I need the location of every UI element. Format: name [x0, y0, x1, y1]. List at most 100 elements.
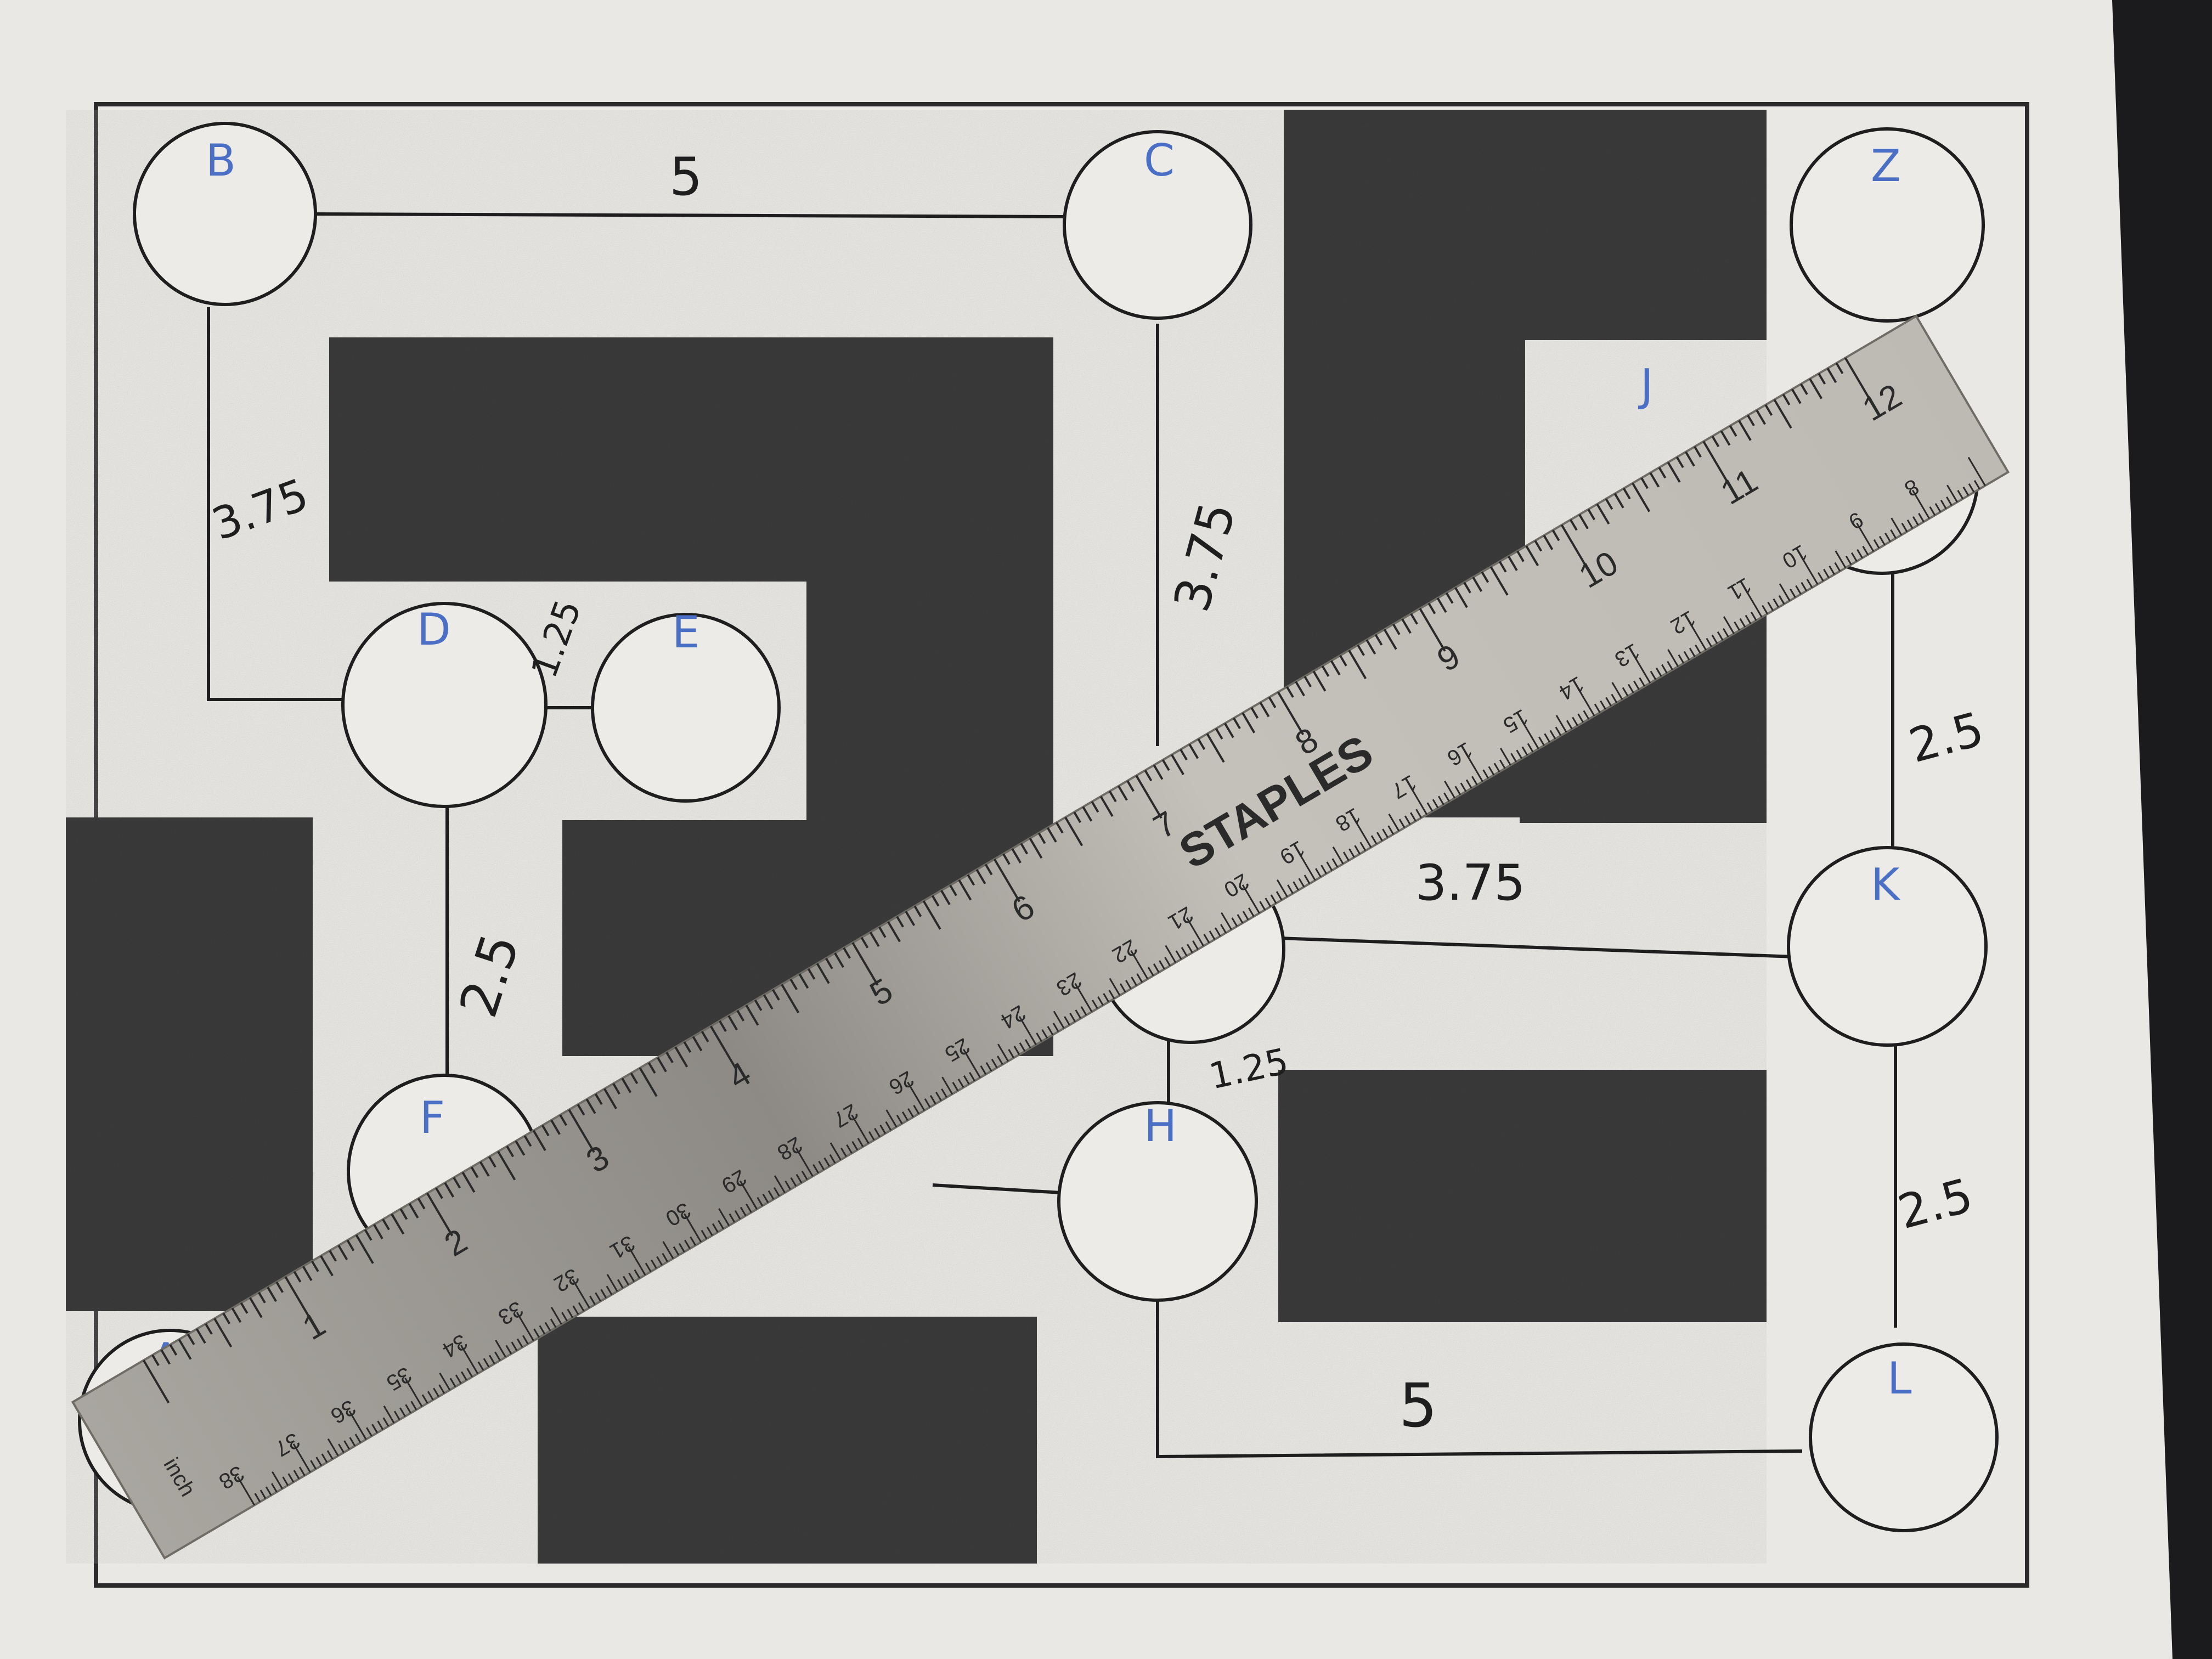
- ruler-inch-tick: [1507, 555, 1518, 571]
- ruler-inch-tick: [878, 926, 887, 938]
- ruler-cm-tick: [1683, 651, 1690, 661]
- ruler-cm-tick: [1259, 901, 1266, 911]
- ruler-inch-tick: [382, 1218, 390, 1231]
- ruler-cm-tick: [1493, 763, 1500, 772]
- node-D: [341, 602, 548, 808]
- ruler-cm-tick: [488, 1355, 495, 1364]
- weight-H-L: 5: [1399, 1370, 1437, 1441]
- ruler-inch-tick: [1596, 503, 1610, 525]
- ruler-cm-tick: [292, 1443, 311, 1473]
- ruler-cm-tick: [957, 1078, 964, 1088]
- ruler-inch-tick: [913, 905, 922, 917]
- ruler-cm-tick: [572, 1279, 590, 1308]
- ruler-inch-tick: [1551, 529, 1560, 541]
- ruler-cm-tick: [1912, 516, 1919, 526]
- node-Z: [1790, 127, 1985, 323]
- ruler-inch-tick: [745, 1005, 759, 1026]
- ruler-cm-tick: [1426, 802, 1434, 812]
- ruler-cm-tick: [1650, 670, 1657, 680]
- ruler-cm-tick: [879, 1124, 886, 1134]
- weight-G-K: 3.75: [1415, 854, 1525, 912]
- ruler-cm-tick: [1655, 667, 1662, 677]
- ruler-inch-tick: [993, 858, 1021, 902]
- node-label-E: E: [672, 607, 700, 658]
- node-label-B: B: [206, 135, 236, 186]
- ruler-inch-tick: [1711, 436, 1720, 448]
- ruler-cm-tick: [516, 1312, 534, 1341]
- ruler-cm-tick: [1248, 907, 1255, 917]
- ruler-inch-tick: [275, 1281, 284, 1293]
- ruler-cm-tick: [1901, 522, 1908, 532]
- ruler-inch-tick: [727, 1015, 738, 1031]
- ruler-inch-tick: [1667, 461, 1681, 483]
- ruler-cm-tick: [1186, 917, 1205, 947]
- ruler-cm-tick: [1353, 819, 1372, 848]
- ruler-cm-tick: [1097, 996, 1104, 1006]
- ruler-cm-tick: [1627, 684, 1634, 693]
- ruler-cm-tick: [550, 1307, 562, 1325]
- ruler-cm-tick: [1326, 861, 1333, 871]
- ruler-cm-tick: [684, 1239, 691, 1249]
- node-label-J: J: [1638, 360, 1654, 411]
- ruler-inch-tick: [1560, 524, 1588, 568]
- ruler-cm-tick: [1667, 649, 1679, 667]
- ruler-cm-tick: [790, 1177, 797, 1187]
- ruler-inch-tick: [1321, 665, 1330, 677]
- ruler-body: [71, 314, 2010, 1560]
- node-C: [1063, 130, 1252, 320]
- ruler-cm-tick: [1806, 578, 1813, 588]
- ruler-cm-tick: [1053, 1011, 1065, 1029]
- ruler-cm-tick: [1108, 990, 1115, 1000]
- ruler-cm-tick: [885, 1121, 892, 1131]
- ruler-inch-tick: [479, 1161, 490, 1177]
- ruler-inch-tick: [1720, 430, 1731, 446]
- ruler-cm-tick: [962, 1048, 981, 1079]
- ruler-cm-tick: [433, 1387, 439, 1397]
- ruler-cm-tick: [377, 1420, 384, 1430]
- ruler-cm-tick: [270, 1483, 278, 1493]
- ruler-cm-tick: [1527, 743, 1534, 753]
- ruler-inch-tick: [1312, 670, 1327, 692]
- ruler-cm-tick: [1287, 884, 1294, 894]
- ruler-cm-tick: [1125, 980, 1132, 990]
- ruler-inch-tick: [922, 900, 941, 930]
- ruler-cm-tick: [1829, 565, 1836, 575]
- ruler-inch-tick: [231, 1307, 242, 1323]
- ruler-cm-tick: [885, 1109, 898, 1127]
- ruler-cm-tick: [393, 1410, 400, 1420]
- ruler-cm-tick: [483, 1358, 490, 1368]
- ruler-inch-tick: [1091, 801, 1099, 813]
- ruler-inch-tick: [843, 947, 851, 959]
- ruler-inch-tick: [594, 1093, 603, 1105]
- node-B: [133, 122, 317, 306]
- ruler-cm-tick: [589, 1295, 596, 1305]
- ruler-cm-tick: [701, 1229, 708, 1239]
- ruler-inch-tick: [1064, 816, 1084, 847]
- ruler-cm-tick: [1131, 977, 1137, 986]
- ruler-inch-tick: [453, 1177, 461, 1189]
- ruler-cm-tick: [1572, 716, 1578, 726]
- ruler-cm-tick: [1911, 489, 1931, 519]
- ruler-inch-tick: [506, 1146, 515, 1158]
- ruler-cm-tick: [606, 1274, 618, 1292]
- ruler-inch-tick: [169, 1344, 178, 1356]
- ruler-inch-tick: [657, 1057, 667, 1073]
- ruler-cm-tick: [1471, 776, 1478, 786]
- ruler-inch-tick: [630, 1073, 639, 1085]
- ruler-inch-tick: [1392, 623, 1401, 635]
- ruler-inch-tick: [1756, 409, 1767, 425]
- ruler-inch-tick: [364, 1229, 373, 1241]
- ruler-cm-tick: [1862, 545, 1869, 555]
- ruler-cm-tick: [1577, 687, 1595, 716]
- ruler-inch-tick: [293, 1271, 302, 1283]
- ruler-cm-tick: [259, 1489, 267, 1499]
- ruler-cm-tick: [1549, 730, 1556, 740]
- ruler-cm-tick: [1203, 934, 1210, 944]
- ruler-inch-tick: [1481, 571, 1489, 583]
- ruler-inch-tick: [1640, 477, 1649, 489]
- ruler-inch-tick: [408, 1203, 419, 1218]
- ruler-inch-tick: [1472, 577, 1483, 592]
- ruler-cm-tick: [739, 1180, 758, 1210]
- ruler-cm-tick: [774, 1175, 786, 1193]
- ruler-inch-tick: [205, 1323, 213, 1335]
